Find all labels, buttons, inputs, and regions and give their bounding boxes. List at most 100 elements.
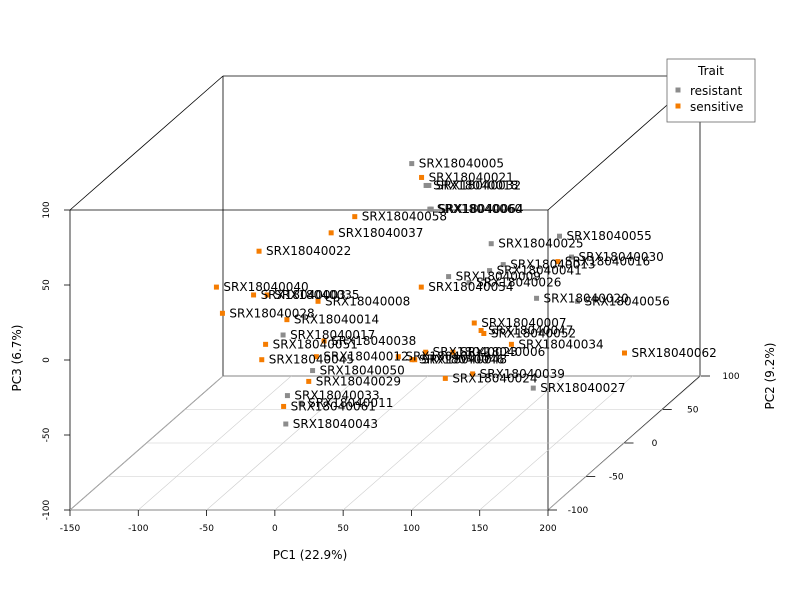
point-resistant <box>284 393 290 399</box>
point-sensitive <box>315 298 321 304</box>
point-sensitive <box>256 248 262 254</box>
point-label: SRX18040020 <box>544 291 629 305</box>
point-label: SRX18040061 <box>291 399 376 413</box>
point-labels: SRX18040005SRX18040021SRX18040018SRX1804… <box>223 157 716 431</box>
point-resistant <box>557 233 562 239</box>
point-sensitive <box>251 292 257 298</box>
point-resistant <box>446 274 452 280</box>
y-tick-label: -50 <box>609 473 624 483</box>
point-label: SRX18040011 <box>308 396 393 410</box>
point-sensitive <box>418 284 424 290</box>
point-sensitive <box>409 357 415 363</box>
point-label: SRX18040041 <box>497 264 582 278</box>
point-resistant <box>530 385 536 391</box>
point-sensitive <box>478 328 484 333</box>
point-resistant <box>488 241 494 247</box>
legend-box <box>666 58 756 123</box>
point-label: SRX18040055 <box>567 229 652 243</box>
x-tick-label: 100 <box>403 524 420 534</box>
point-label: SRX18040013 <box>510 258 595 272</box>
point-sensitive <box>622 350 627 356</box>
point-sensitive <box>555 259 561 265</box>
floor-grid <box>69 375 702 511</box>
point-sensitive <box>508 341 514 347</box>
point-label: SRX18040014 <box>294 313 379 327</box>
x-tick-label: -150 <box>60 524 81 534</box>
point-label: SRX18040062 <box>632 346 717 360</box>
point-resistant <box>426 182 432 188</box>
point-label: SRX18040006 <box>460 345 545 359</box>
point-label: SRX18040019 <box>405 350 490 364</box>
point-resistant <box>280 332 286 338</box>
point-label: SRX18040033 <box>294 389 379 403</box>
point-resistant <box>423 182 429 188</box>
point-resistant <box>575 298 581 304</box>
point-resistant <box>569 254 575 260</box>
point-label: SRX18040056 <box>585 294 670 308</box>
y-axis-title: PC2 (9.2%) <box>763 343 777 410</box>
z-tick-label: 0 <box>42 357 52 363</box>
point-label: SRX18040027 <box>540 381 625 395</box>
point-label: SRX18040035 <box>274 288 359 302</box>
point-sensitive <box>442 375 448 381</box>
point-label: SRX18040032 <box>436 178 521 192</box>
legend-label-sensitive: sensitive <box>690 100 743 114</box>
x-tick-label: -100 <box>128 524 149 534</box>
point-sensitive <box>450 349 456 355</box>
point-label: SRX18040016 <box>565 255 650 269</box>
point-label: SRX18040003 <box>261 288 346 302</box>
x-tick-label: 50 <box>337 524 349 534</box>
point-resistant <box>428 206 434 212</box>
point-label: SRX18040045 <box>269 353 354 367</box>
point-label: SRX18040012 <box>323 350 408 364</box>
point-sensitive <box>395 354 401 360</box>
point-label: SRX18040005 <box>419 157 504 171</box>
point-sensitive <box>313 354 319 360</box>
x-tick-label: 150 <box>471 524 488 534</box>
point-label: SRX18040040 <box>223 280 308 294</box>
point-sensitive <box>328 230 334 236</box>
point-sensitive <box>423 349 429 355</box>
data-points <box>213 161 627 427</box>
point-resistant <box>298 400 304 406</box>
y-tick-label: -100 <box>568 506 589 516</box>
legend-swatch-sensitive <box>675 103 681 109</box>
point-label: SRX18040009 <box>456 270 541 284</box>
point-label: SRX18040064 <box>438 202 523 216</box>
point-sensitive <box>219 310 225 316</box>
x-tick-label: 0 <box>272 524 278 534</box>
point-sensitive <box>306 378 312 384</box>
point-resistant <box>310 368 316 374</box>
point-resistant <box>409 161 415 167</box>
x-tick-label: -50 <box>199 524 214 534</box>
point-label: SRX18040029 <box>316 374 401 388</box>
z-tick-label: -100 <box>42 500 52 521</box>
point-label: SRX18040050 <box>320 364 405 378</box>
point-label: SRX18040024 <box>452 371 537 385</box>
z-tick-label: 50 <box>42 279 52 291</box>
point-label: SRX18040048 <box>422 353 507 367</box>
point-label: SRX18040038 <box>331 334 416 348</box>
point-label: SRX18040023 <box>433 345 518 359</box>
point-label: SRX18040037 <box>338 226 423 240</box>
legend: Trait resistant sensitive <box>666 58 756 123</box>
legend-label-resistant: resistant <box>690 84 743 98</box>
point-sensitive <box>471 320 477 326</box>
point-label: SRX18040052 <box>491 327 576 341</box>
point-label: SRX18040034 <box>518 337 603 351</box>
point-label: SRX18040007 <box>481 316 566 330</box>
point-sensitive <box>412 357 418 363</box>
y-tick-label: 0 <box>652 439 658 449</box>
point-sensitive <box>321 338 327 344</box>
point-resistant <box>487 268 493 274</box>
point-label: SRX18040028 <box>229 306 314 320</box>
point-sensitive <box>259 357 265 363</box>
x-tick-label: 200 <box>539 524 556 534</box>
point-sensitive <box>352 214 358 220</box>
legend-title: Trait <box>697 64 724 78</box>
point-label: SRX18040046 <box>419 353 504 367</box>
point-label: SRX18040043 <box>293 417 378 431</box>
point-sensitive <box>419 174 425 180</box>
point-sensitive <box>284 317 290 323</box>
